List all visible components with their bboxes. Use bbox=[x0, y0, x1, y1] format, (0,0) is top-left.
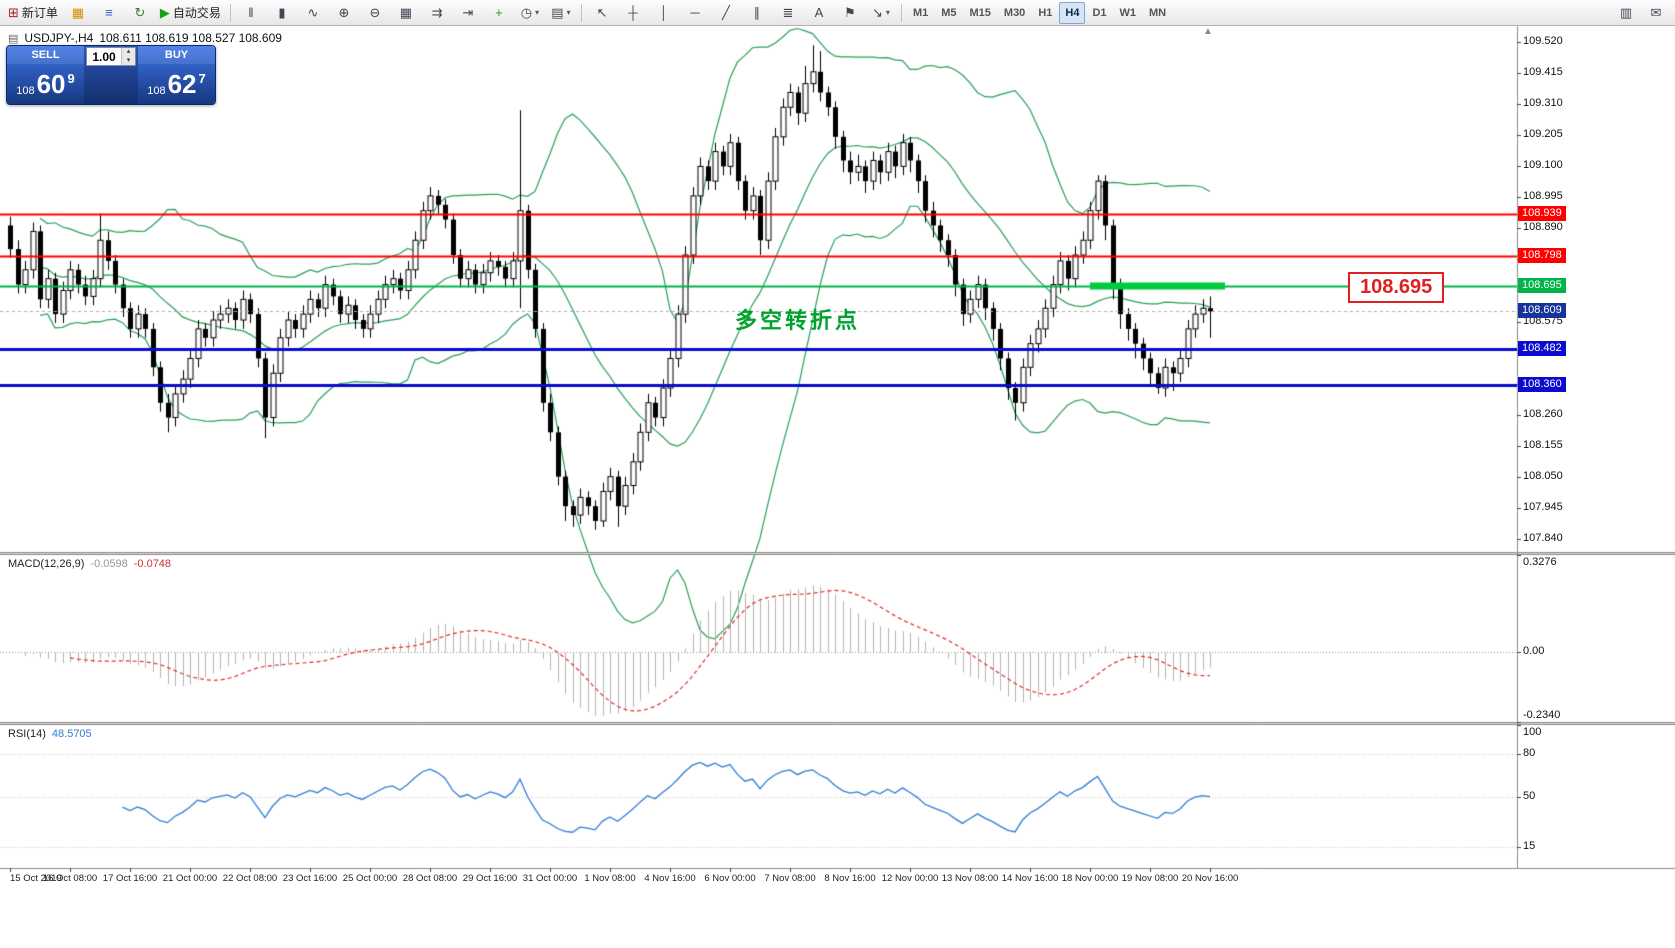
buy-price-prefix: 108 bbox=[147, 85, 166, 97]
indicators-button[interactable]: + bbox=[484, 1, 514, 25]
profiles-icon: ▦ bbox=[71, 5, 85, 20]
refresh-button[interactable]: ↻ bbox=[125, 1, 155, 25]
price-level-box[interactable]: 108.695 bbox=[1348, 272, 1445, 303]
zoom-in-button[interactable]: ⊕ bbox=[329, 1, 359, 25]
toolbar-separator bbox=[229, 3, 231, 22]
print-button[interactable]: ▥ bbox=[1611, 1, 1641, 25]
timeframe-m1-button[interactable]: M1 bbox=[912, 6, 929, 19]
horizontal-line-button[interactable]: ─ bbox=[680, 1, 710, 25]
print-icon: ▥ bbox=[1619, 5, 1633, 20]
new-order-icon: ⊞ bbox=[8, 5, 19, 20]
volume-down-button[interactable]: ▾ bbox=[122, 56, 135, 65]
buy-button[interactable]: BUY 108 62 7 bbox=[138, 46, 215, 104]
timeframe-w1-button[interactable]: W1 bbox=[1119, 6, 1137, 19]
cursor-button[interactable]: ↖ bbox=[587, 1, 617, 25]
volume-box: ▴ ▾ bbox=[86, 47, 136, 66]
tile-windows-button[interactable]: ▦ bbox=[391, 1, 421, 25]
zoom-out-icon: ⊖ bbox=[369, 5, 381, 20]
templates-button[interactable]: ▤ ▾ bbox=[546, 1, 576, 25]
trendline-button[interactable]: ╱ bbox=[711, 1, 741, 25]
horizontal-line-icon: ─ bbox=[690, 5, 700, 20]
fibonacci-button[interactable]: ≣ bbox=[773, 1, 803, 25]
auto-trading-icon: ▶ bbox=[159, 5, 170, 20]
chart-shift-icon: ⇥ bbox=[462, 5, 474, 20]
timeframe-h1-button[interactable]: H1 bbox=[1038, 6, 1053, 19]
chevron-down-icon: ▾ bbox=[566, 8, 571, 17]
profiles-button[interactable]: ▦ bbox=[63, 1, 93, 25]
sell-price: 108 60 9 bbox=[7, 64, 84, 104]
chat-icon: ✉ bbox=[1650, 5, 1662, 20]
chart-shift-button[interactable]: ⇥ bbox=[453, 1, 483, 25]
market-watch-button[interactable]: ≡ bbox=[94, 1, 124, 25]
buy-label: BUY bbox=[138, 46, 215, 64]
sell-label: SELL bbox=[7, 46, 84, 64]
indicators-icon: + bbox=[495, 5, 503, 20]
chart-annotation-text[interactable]: 多空转折点 bbox=[735, 308, 861, 333]
trendline-icon: ╱ bbox=[722, 5, 730, 20]
crosshair-icon: ┼ bbox=[628, 5, 638, 20]
periods-button[interactable]: ◷ ▾ bbox=[515, 1, 545, 25]
bar-chart-icon: ‖ bbox=[248, 5, 254, 20]
sell-price-prefix: 108 bbox=[16, 85, 35, 97]
zoom-out-button[interactable]: ⊖ bbox=[360, 1, 390, 25]
crosshair-button[interactable]: ┼ bbox=[618, 1, 648, 25]
candlestick-chart-button[interactable]: ▮ bbox=[267, 1, 297, 25]
text-icon: A bbox=[814, 5, 824, 20]
zoom-in-icon: ⊕ bbox=[338, 5, 350, 20]
buy-price: 108 62 7 bbox=[138, 64, 215, 104]
timeframe-d1-button[interactable]: D1 bbox=[1092, 6, 1107, 19]
toolbar: ⊞ 新订单 ▦ ≡ ↻ ▶ 自动交易 ‖ ▮ ∿ ⊕ ⊖ ▦ ⇉ ⇥ + ◷ ▾ ▤ ▾ ↖ ┼ │ ─ ╱ ∥ ≣ A ⚑ ↘ ▾ M1 M5… bbox=[0, 0, 1675, 26]
timeframe-h4-button[interactable]: H4 bbox=[1059, 1, 1086, 24]
text-label-button[interactable]: ⚑ bbox=[835, 1, 865, 25]
chat-button[interactable]: ✉ bbox=[1641, 1, 1671, 25]
chevron-down-icon: ▾ bbox=[885, 8, 890, 17]
line-chart-icon: ∿ bbox=[307, 5, 319, 20]
candlestick-chart-icon: ▮ bbox=[278, 5, 286, 20]
toolbar-separator bbox=[580, 3, 582, 22]
refresh-icon: ↻ bbox=[134, 5, 146, 20]
line-chart-button[interactable]: ∿ bbox=[298, 1, 328, 25]
timeframe-m5-button[interactable]: M5 bbox=[941, 6, 957, 19]
vertical-line-button[interactable]: │ bbox=[649, 1, 679, 25]
sell-price-main: 60 bbox=[36, 69, 66, 99]
buy-price-main: 62 bbox=[167, 69, 197, 99]
toolbar-right-group: ▥ ✉ bbox=[1611, 1, 1671, 25]
auto-trading-button[interactable]: ▶ 自动交易 bbox=[156, 1, 225, 25]
chevron-down-icon: ▾ bbox=[535, 8, 540, 17]
chart-shift-marker[interactable]: ▲ bbox=[1203, 26, 1213, 37]
channel-icon: ∥ bbox=[753, 5, 761, 20]
bar-chart-button[interactable]: ‖ bbox=[236, 1, 266, 25]
toolbar-separator bbox=[900, 3, 902, 22]
market-watch-icon: ≡ bbox=[105, 5, 113, 20]
new-order-label: 新订单 bbox=[21, 6, 58, 20]
timeframe-m30-button[interactable]: M30 bbox=[1003, 6, 1026, 19]
periods-icon: ◷ bbox=[520, 5, 533, 20]
volume-steppers: ▴ ▾ bbox=[121, 48, 135, 65]
arrows-icon: ↘ bbox=[871, 5, 883, 20]
new-order-button[interactable]: ⊞ 新订单 bbox=[4, 1, 62, 25]
fibonacci-icon: ≣ bbox=[782, 5, 794, 20]
timeframe-mn-button[interactable]: MN bbox=[1149, 6, 1167, 19]
sell-price-pip: 9 bbox=[67, 71, 75, 86]
volume-input[interactable] bbox=[87, 48, 121, 65]
channel-button[interactable]: ∥ bbox=[742, 1, 772, 25]
vertical-line-icon: │ bbox=[659, 5, 668, 20]
text-label-icon: ⚑ bbox=[844, 5, 856, 20]
timeframe-m15-button[interactable]: M15 bbox=[969, 6, 991, 19]
auto-scroll-button[interactable]: ⇉ bbox=[422, 1, 452, 25]
arrows-button[interactable]: ↘ ▾ bbox=[866, 1, 896, 25]
sell-button[interactable]: SELL 108 60 9 bbox=[7, 46, 84, 104]
auto-scroll-icon: ⇉ bbox=[431, 5, 443, 20]
buy-price-pip: 7 bbox=[198, 71, 206, 86]
cursor-icon: ↖ bbox=[596, 5, 608, 20]
templates-icon: ▤ bbox=[551, 5, 564, 20]
auto-trading-label: 自动交易 bbox=[172, 6, 221, 20]
text-button[interactable]: A bbox=[804, 1, 834, 25]
tile-windows-icon: ▦ bbox=[399, 5, 413, 20]
volume-up-button[interactable]: ▴ bbox=[122, 48, 135, 57]
